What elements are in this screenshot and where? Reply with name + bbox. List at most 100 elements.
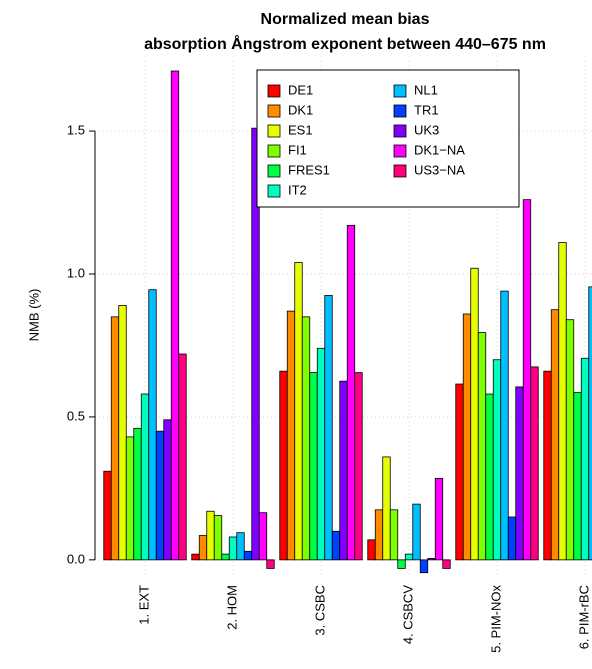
bar <box>573 392 582 561</box>
legend-label: UK3 <box>414 122 439 137</box>
bar <box>397 559 406 569</box>
bar <box>588 286 592 561</box>
bar <box>530 366 539 561</box>
bar <box>412 503 421 561</box>
bar <box>191 553 200 561</box>
bar <box>492 359 502 561</box>
bar <box>550 309 560 561</box>
bar <box>198 535 208 561</box>
y-tick-label: 0.5 <box>67 408 85 423</box>
bar <box>206 510 215 561</box>
bar <box>266 559 275 569</box>
bar <box>316 347 326 561</box>
y-tick-label: 1.0 <box>67 265 85 280</box>
legend-label: DE1 <box>288 82 313 97</box>
chart-title: Normalized mean bias <box>261 11 430 28</box>
legend-swatch <box>393 124 407 138</box>
bar <box>279 370 288 561</box>
x-tick-label: 2. HOM <box>224 585 239 630</box>
bar <box>301 316 311 561</box>
legend-label: FI1 <box>288 142 307 157</box>
bar <box>382 456 391 561</box>
bar <box>148 289 157 561</box>
legend-label: IT2 <box>288 182 307 197</box>
legend: DE1 DK1 ES1 FI1 FRES1 IT2 NL1 TR1 UK3 DK1−NA US3−N… <box>256 69 520 208</box>
bar <box>515 386 524 561</box>
bar <box>507 516 517 561</box>
bar <box>455 383 464 561</box>
bar <box>434 477 444 561</box>
bar <box>110 316 120 561</box>
x-tick-label: 1. EXT <box>136 585 151 625</box>
bar <box>470 267 479 561</box>
bar <box>213 515 223 561</box>
x-tick-label: 4. CSBCV <box>400 585 415 645</box>
bar <box>243 550 253 561</box>
legend-swatch <box>267 164 281 178</box>
bar <box>339 380 348 561</box>
bar <box>178 353 187 561</box>
bar <box>155 430 165 561</box>
legend-swatch <box>267 144 281 158</box>
bar <box>477 332 487 561</box>
bar <box>367 539 376 561</box>
y-axis-label: NMB (%) <box>26 289 41 342</box>
bar <box>404 553 414 561</box>
bar <box>558 242 567 561</box>
legend-swatch <box>393 84 407 98</box>
bar <box>324 295 333 561</box>
bar <box>125 436 135 561</box>
bar <box>236 532 245 561</box>
x-tick-label: 3. CSBC <box>312 585 327 636</box>
bar <box>251 127 260 561</box>
legend-label: DK1−NA <box>414 142 465 157</box>
bar <box>522 199 532 561</box>
bar <box>485 393 494 561</box>
bar <box>140 393 150 561</box>
bar <box>294 262 303 561</box>
legend-swatch <box>267 124 281 138</box>
bar <box>103 470 112 561</box>
legend-swatch <box>267 84 281 98</box>
x-tick-label: 6. PIM-rBC <box>576 585 591 649</box>
bar <box>133 427 142 561</box>
legend-label: NL1 <box>414 82 438 97</box>
bar <box>354 372 363 561</box>
bar <box>221 553 230 561</box>
y-tick-label: 0.0 <box>67 551 85 566</box>
bar <box>427 558 436 561</box>
bar <box>346 224 356 561</box>
legend-swatch <box>393 104 407 118</box>
x-tick-label: 5. PIM-NOx <box>488 585 503 653</box>
legend-box <box>256 69 520 208</box>
bars <box>103 70 592 574</box>
legend-label: FRES1 <box>288 162 330 177</box>
legend-label: DK1 <box>288 102 313 117</box>
y-tick-label: 1.5 <box>67 122 85 137</box>
legend-label: ES1 <box>288 122 313 137</box>
bar <box>286 310 296 561</box>
bar <box>331 530 341 561</box>
bar <box>163 419 172 561</box>
legend-label: TR1 <box>414 102 439 117</box>
bar <box>118 305 127 561</box>
legend-label: US3−NA <box>414 162 465 177</box>
legend-swatch <box>393 144 407 158</box>
legend-swatch <box>267 104 281 118</box>
bar <box>419 559 429 574</box>
bar <box>500 290 509 561</box>
bar <box>442 559 451 569</box>
bar <box>258 512 268 561</box>
bar <box>389 509 399 561</box>
bar <box>580 357 590 561</box>
bar <box>462 313 472 561</box>
axes: 0.0 0.5 1.0 1.5 1. EXT 2. HOM 3. CSBC 4. CSBCV 5… <box>67 122 592 652</box>
legend-swatch <box>393 164 407 178</box>
bar <box>565 319 575 561</box>
bar <box>543 370 552 561</box>
bar <box>170 70 180 561</box>
bar <box>374 509 384 561</box>
chart-subtitle: absorption Ångstrom exponent between 440… <box>144 34 546 53</box>
bar <box>228 536 238 561</box>
